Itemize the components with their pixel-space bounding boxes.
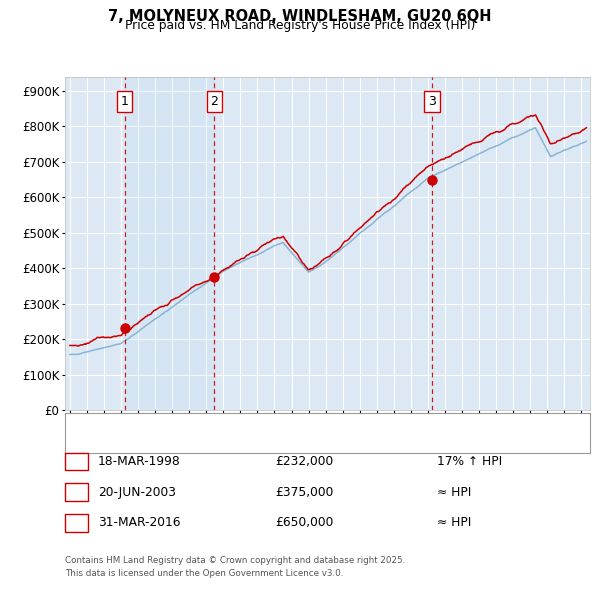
Text: £650,000: £650,000 [275, 516, 333, 529]
Text: 2: 2 [211, 95, 218, 108]
Text: 7, MOLYNEUX ROAD, WINDLESHAM, GU20 6QH (detached house): 7, MOLYNEUX ROAD, WINDLESHAM, GU20 6QH (… [104, 419, 447, 429]
Text: ≈ HPI: ≈ HPI [437, 486, 471, 499]
Text: Price paid vs. HM Land Registry's House Price Index (HPI): Price paid vs. HM Land Registry's House … [125, 19, 475, 32]
Text: 2: 2 [72, 486, 80, 499]
Text: 1: 1 [72, 455, 80, 468]
Text: 1: 1 [121, 95, 128, 108]
Text: £232,000: £232,000 [275, 455, 333, 468]
Text: 18-MAR-1998: 18-MAR-1998 [98, 455, 181, 468]
Text: 3: 3 [72, 516, 80, 529]
Text: 20-JUN-2003: 20-JUN-2003 [98, 486, 176, 499]
Bar [125, 77, 214, 410]
Text: Contains HM Land Registry data © Crown copyright and database right 2025.
This d: Contains HM Land Registry data © Crown c… [65, 556, 405, 578]
Text: ≈ HPI: ≈ HPI [437, 516, 471, 529]
Text: 7, MOLYNEUX ROAD, WINDLESHAM, GU20 6QH: 7, MOLYNEUX ROAD, WINDLESHAM, GU20 6QH [108, 9, 492, 24]
Text: HPI: Average price, detached house, Surrey Heath: HPI: Average price, detached house, Surr… [104, 437, 370, 447]
Text: £375,000: £375,000 [275, 486, 333, 499]
Text: 17% ↑ HPI: 17% ↑ HPI [437, 455, 502, 468]
Text: 3: 3 [428, 95, 436, 108]
Text: 31-MAR-2016: 31-MAR-2016 [98, 516, 181, 529]
